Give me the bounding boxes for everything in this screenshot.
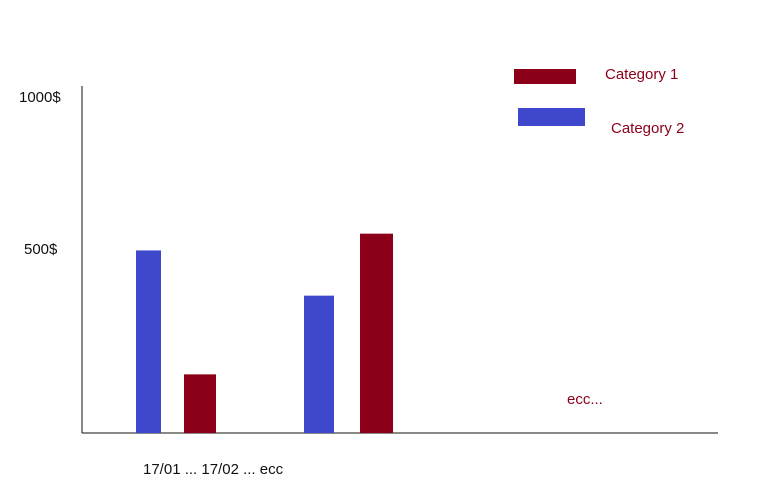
bar-category-2-1 <box>136 250 161 433</box>
legend-swatch-category-1 <box>514 69 576 84</box>
legend-swatch-category-2 <box>518 108 585 126</box>
legend-label-category-2: Category 2 <box>611 120 685 137</box>
bar-category-1-2 <box>360 233 393 433</box>
y-tick-label-1000: 1000$ <box>19 89 61 106</box>
x-axis-caption: 17/01 ... 17/02 ... ecc <box>143 461 284 478</box>
y-tick-label-500: 500$ <box>24 241 58 258</box>
bar-category-2-2 <box>304 295 334 433</box>
bar-category-1-1 <box>184 374 216 433</box>
legend-label-category-1: Category 1 <box>605 66 679 83</box>
annotation-ecc: ecc... <box>567 391 603 408</box>
